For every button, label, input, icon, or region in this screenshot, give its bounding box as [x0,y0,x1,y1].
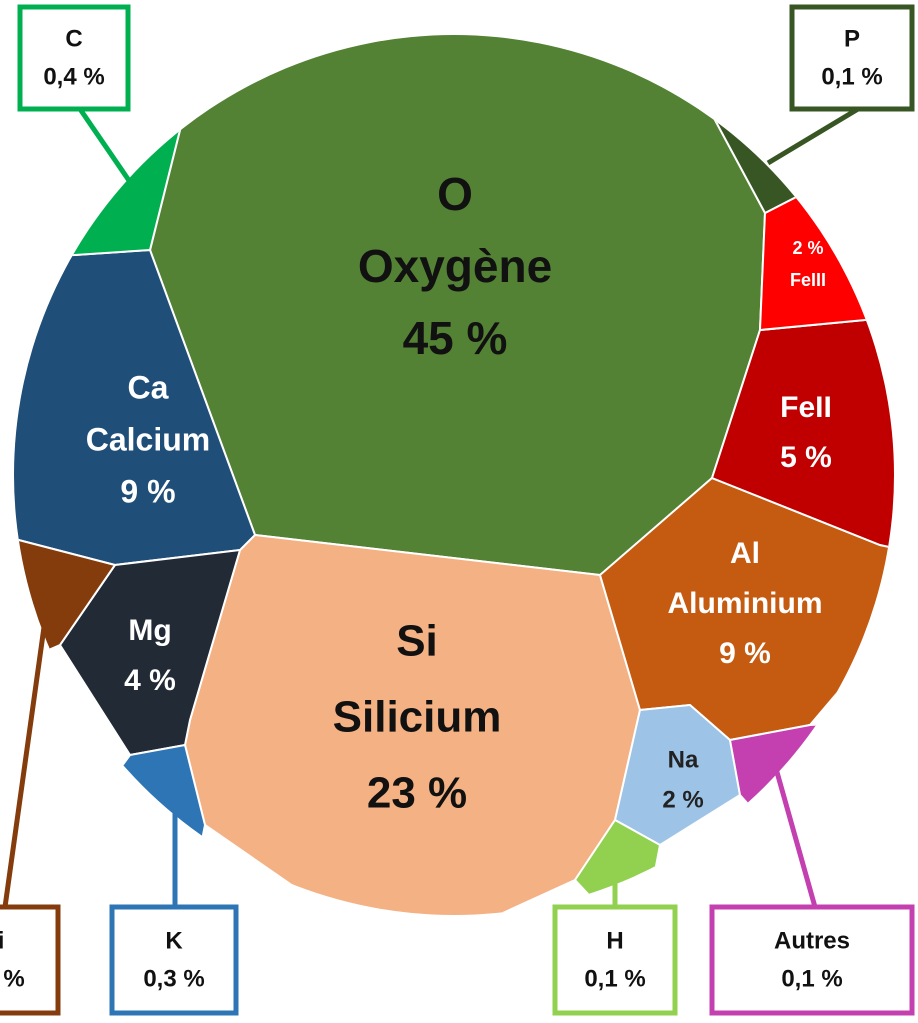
labels: O Oxygène 45 % Si Silicium 23 % Ca Calcium 9 % Al… [0,4,915,1016]
cell-label: Oxygène [358,240,552,292]
box-label: K [165,927,183,954]
cell-label: 5 % [780,441,832,474]
box-value: 0,1 % [821,63,882,90]
cell [728,718,894,842]
leader-line [772,764,818,908]
cell-label: Si [396,617,438,666]
cell-label: 2 % [662,786,703,813]
label-box [0,904,61,1016]
label-box [789,4,915,112]
leader-line [2,619,48,908]
label-box [709,904,915,1016]
box-label: C [65,25,82,52]
cell-label: Na [668,746,699,773]
cell-label: Al [730,537,760,570]
cell-label: FeIII [790,270,826,290]
cell-label: 45 % [403,312,508,364]
cell-label: FeII [780,391,832,424]
cell [183,533,642,915]
box-value: 0,4 % [43,63,104,90]
box-label: Autres [774,927,850,954]
box-value: 0,1 % [781,965,842,992]
cell-label: Ca [128,369,169,405]
label-box [552,904,678,1016]
box-label: H [606,927,623,954]
leader-line [766,106,860,166]
cell-label: O [437,168,473,220]
label-box [17,4,131,112]
leader-line [77,107,133,184]
cell-label: 23 % [367,769,467,818]
box-value: 0,3 % [143,965,204,992]
cell-label: Silicium [333,693,502,742]
cell [14,528,117,682]
cell-label: 9 % [120,473,175,509]
box-label: P [844,25,860,52]
cell [758,193,894,332]
cell-label: Aluminium [668,587,823,620]
label-box [109,904,239,1016]
box-label: Ti [0,927,4,954]
box-value: 0,3 % [0,965,25,992]
cell-label: 4 % [124,664,176,697]
box-value: 0,1 % [584,965,645,992]
cell-label: Mg [128,614,171,647]
cell-label: 9 % [719,637,771,670]
cell-label: Calcium [86,421,210,457]
cell-label: 2 % [792,238,823,258]
